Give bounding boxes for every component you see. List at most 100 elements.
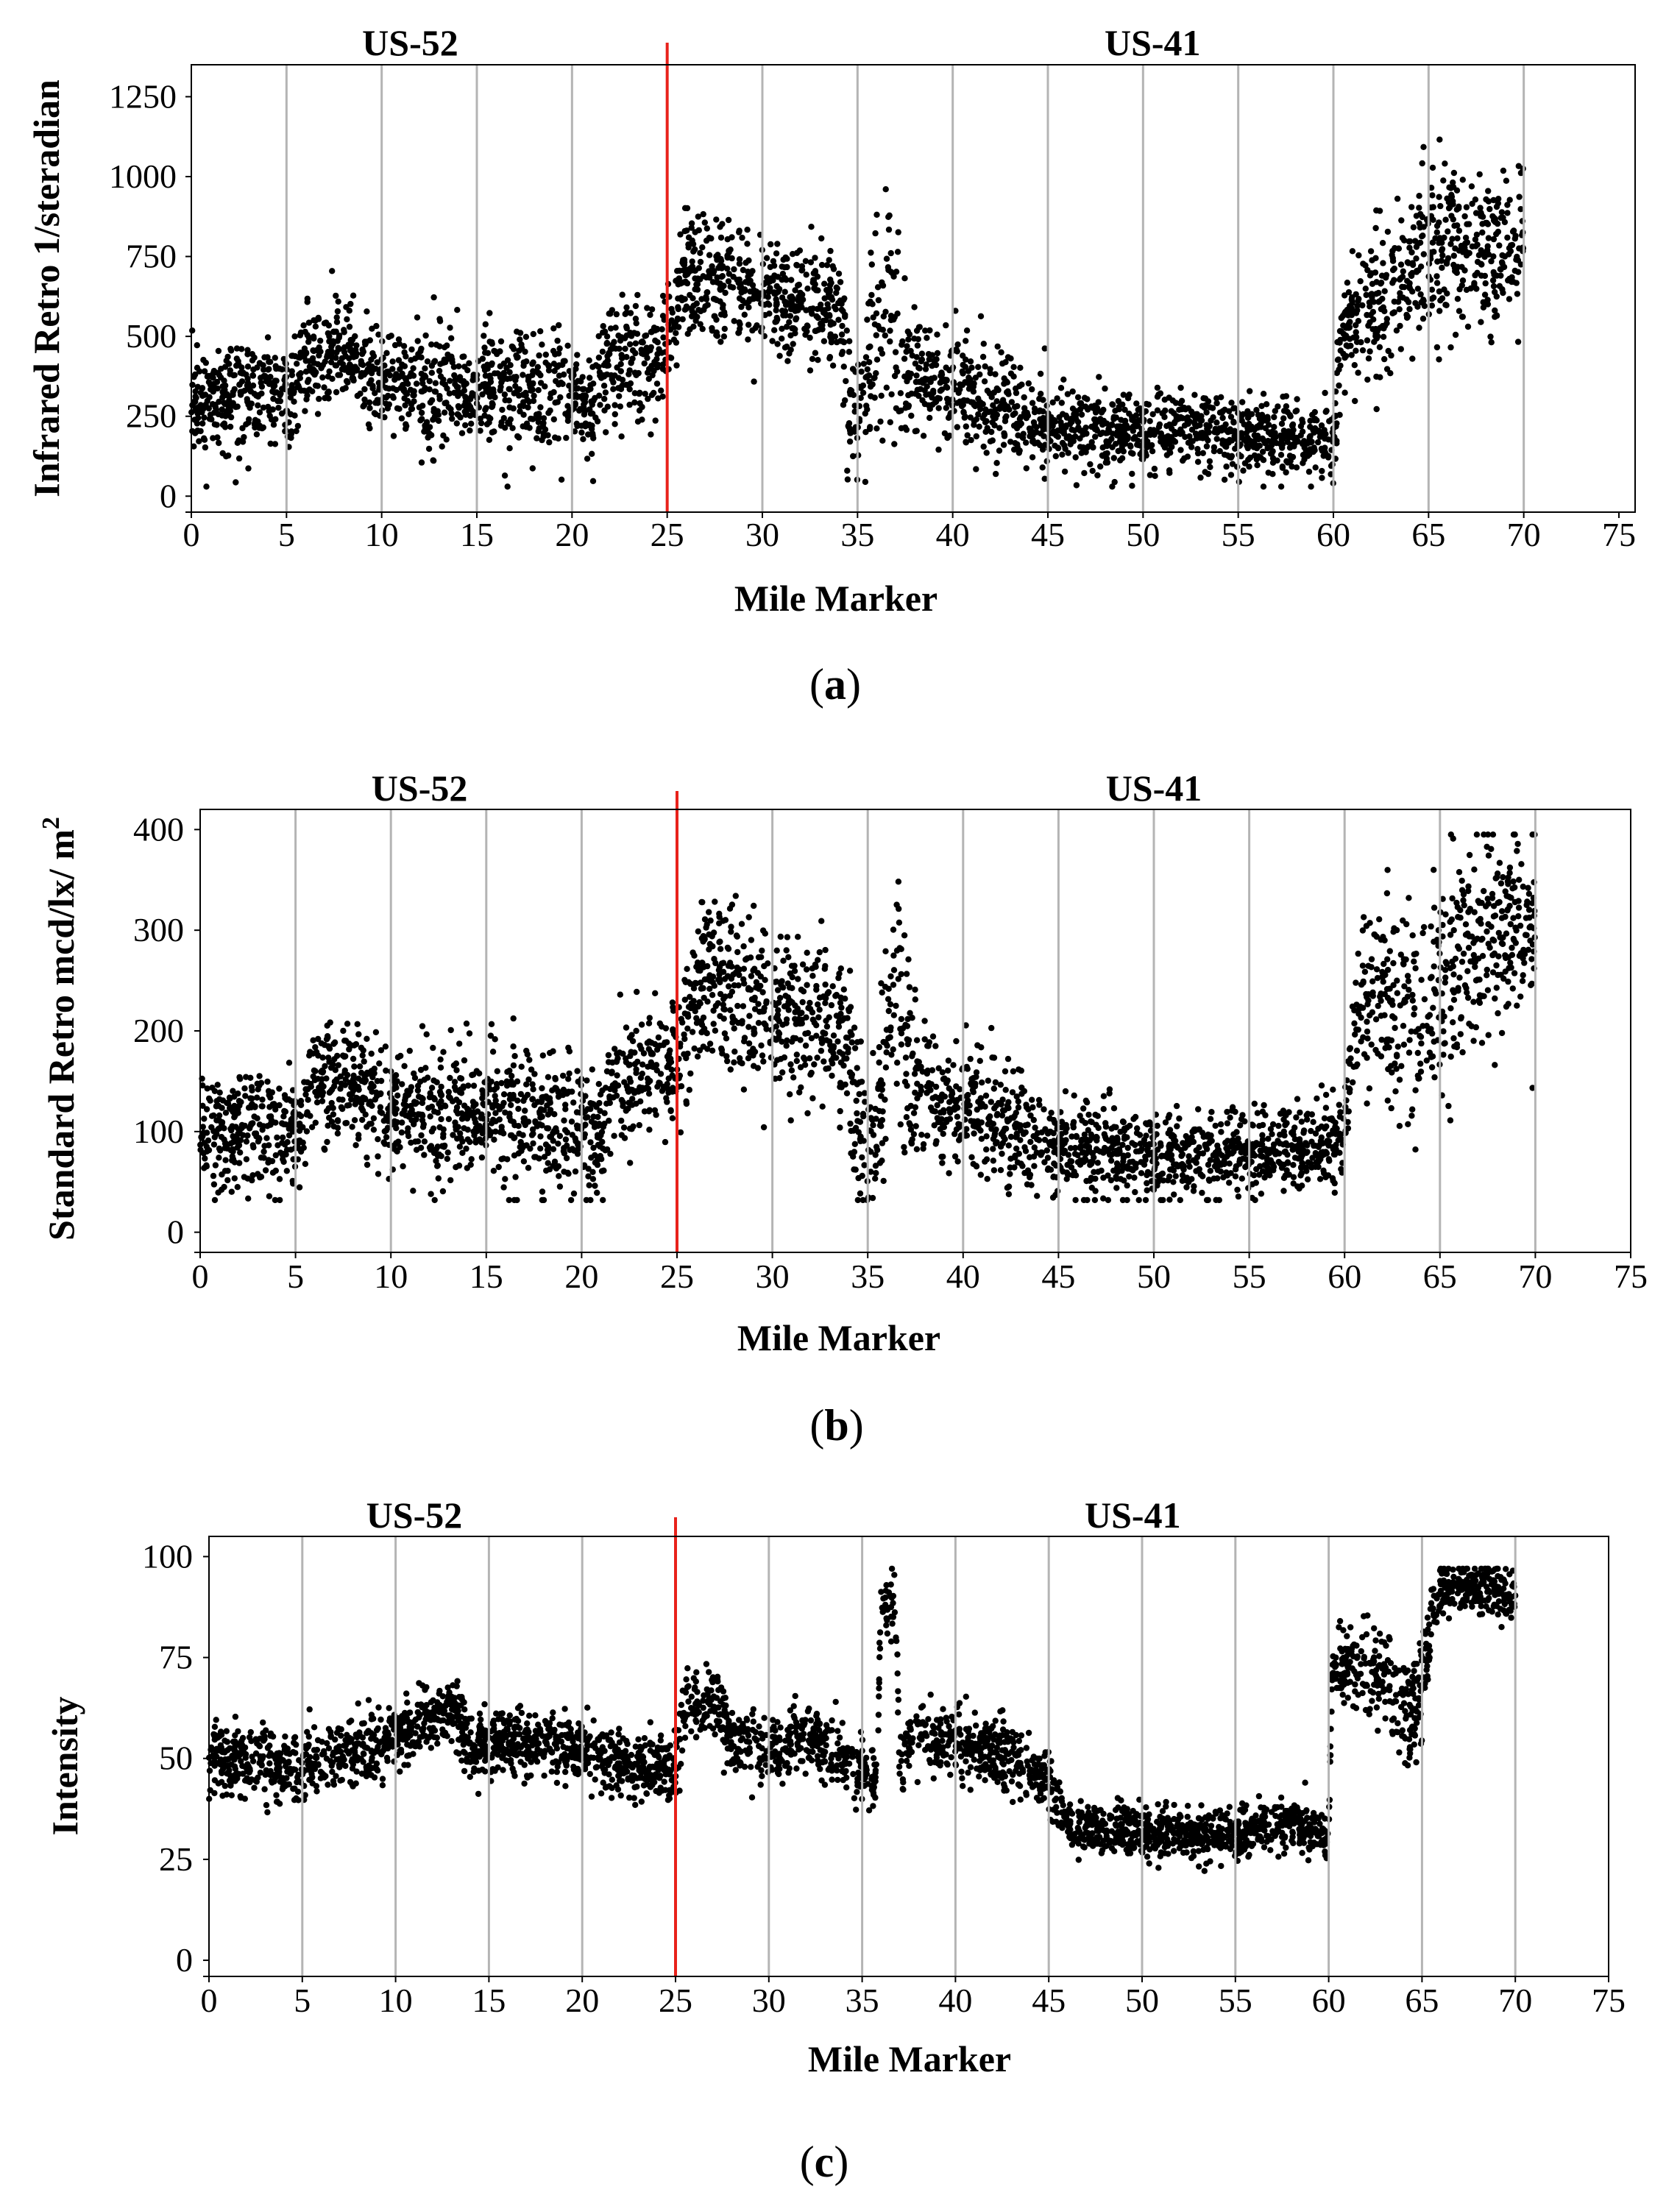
- data-point: [1010, 363, 1017, 370]
- data-point: [1286, 453, 1294, 459]
- data-point: [1414, 303, 1421, 310]
- data-point: [1227, 472, 1235, 478]
- data-point: [403, 391, 411, 397]
- data-point: [501, 391, 508, 398]
- data-point: [920, 1141, 927, 1148]
- data-point: [859, 1154, 865, 1161]
- data-point: [213, 422, 220, 428]
- data-point: [1447, 185, 1454, 191]
- data-point: [368, 377, 375, 383]
- data-point: [749, 282, 756, 288]
- data-point: [1177, 384, 1184, 391]
- data-point: [846, 338, 853, 344]
- data-point: [486, 338, 493, 345]
- data-point: [957, 381, 963, 388]
- data-point: [612, 402, 618, 408]
- data-point: [789, 324, 795, 332]
- data-point: [1033, 429, 1040, 436]
- data-point: [258, 383, 266, 390]
- data-point: [196, 368, 203, 375]
- data-point: [617, 991, 623, 998]
- data-point: [802, 331, 809, 338]
- data-point: [419, 1023, 426, 1029]
- data-point: [1436, 219, 1442, 226]
- data-point: [865, 344, 872, 351]
- data-point: [1362, 262, 1369, 269]
- data-point: [436, 367, 443, 375]
- data-point: [297, 370, 304, 377]
- data-point: [239, 425, 246, 432]
- data-point: [1504, 234, 1511, 241]
- data-point: [1400, 1023, 1407, 1029]
- data-point: [1331, 1189, 1339, 1196]
- data-point: [1459, 282, 1466, 288]
- data-point: [455, 402, 462, 410]
- data-point: [1204, 425, 1211, 432]
- data-point: [853, 1097, 860, 1104]
- data-point: [915, 336, 922, 343]
- data-point: [587, 386, 594, 392]
- data-point: [704, 302, 711, 308]
- data-point: [1372, 330, 1379, 337]
- data-point: [1506, 251, 1512, 258]
- data-point: [807, 334, 813, 341]
- data-point: [729, 234, 735, 241]
- data-point: [926, 414, 933, 422]
- data-point: [189, 327, 196, 334]
- data-point: [1368, 964, 1375, 971]
- data-point: [726, 983, 732, 990]
- data-point: [1359, 347, 1367, 354]
- data-point: [517, 1090, 525, 1098]
- data-point: [745, 257, 752, 264]
- data-point: [994, 343, 1001, 350]
- data-point: [1452, 331, 1459, 338]
- y-axis-title-a: Infrared Retro 1/steradian: [26, 79, 67, 497]
- data-point: [1207, 404, 1213, 411]
- data-point: [992, 371, 999, 377]
- data-point: [720, 1015, 727, 1022]
- data-point: [1004, 389, 1010, 396]
- data-point: [755, 294, 762, 300]
- data-point: [727, 247, 734, 253]
- data-point: [455, 393, 461, 400]
- data-point: [1244, 442, 1250, 449]
- data-point: [793, 316, 799, 323]
- data-point: [368, 369, 375, 377]
- data-point: [1322, 1091, 1330, 1099]
- data-point: [1410, 224, 1417, 231]
- data-point: [325, 389, 332, 395]
- data-point: [971, 401, 977, 408]
- data-point: [1441, 234, 1447, 241]
- data-point: [555, 435, 561, 442]
- data-point: [1376, 298, 1383, 305]
- data-point: [882, 308, 889, 315]
- data-point: [1057, 385, 1065, 391]
- data-point: [897, 390, 904, 397]
- data-point: [441, 409, 448, 416]
- data-point: [233, 345, 241, 352]
- data-point: [658, 387, 664, 394]
- data-point: [1085, 406, 1091, 413]
- data-point: [364, 366, 371, 373]
- data-point: [1510, 227, 1517, 234]
- data-point: [492, 394, 498, 401]
- data-point: [1355, 369, 1361, 376]
- data-point: [1491, 272, 1498, 278]
- data-point: [413, 1146, 420, 1153]
- data-point: [437, 1056, 444, 1063]
- data-point: [1039, 446, 1046, 453]
- data-point: [1399, 274, 1406, 280]
- data-point: [335, 298, 341, 305]
- data-point: [1380, 325, 1387, 332]
- data-point: [1511, 267, 1518, 274]
- data-point: [712, 313, 718, 319]
- data-point: [1340, 322, 1347, 329]
- data-point: [277, 397, 284, 405]
- data-point: [251, 1113, 258, 1120]
- data-point: [751, 378, 757, 385]
- data-point: [1179, 1177, 1186, 1185]
- data-point: [1221, 476, 1228, 483]
- data-point: [1121, 441, 1129, 447]
- data-point: [1372, 255, 1379, 261]
